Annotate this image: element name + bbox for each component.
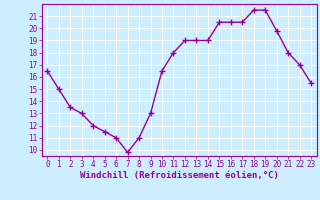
X-axis label: Windchill (Refroidissement éolien,°C): Windchill (Refroidissement éolien,°C) <box>80 171 279 180</box>
